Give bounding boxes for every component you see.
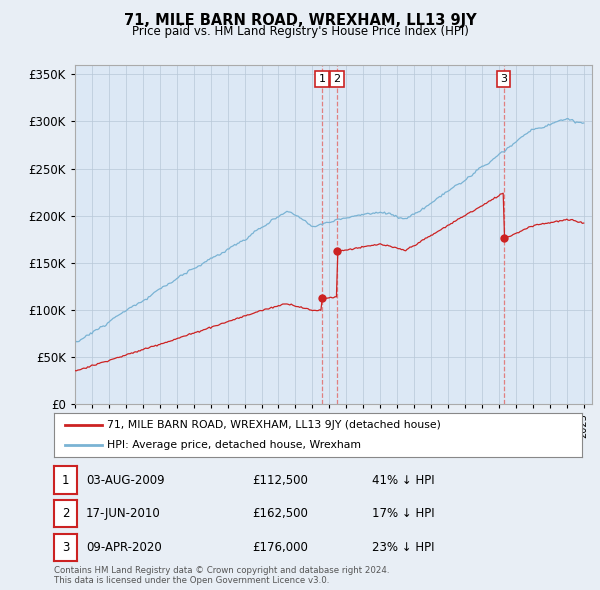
Text: 2: 2 bbox=[62, 507, 69, 520]
Text: 23% ↓ HPI: 23% ↓ HPI bbox=[372, 541, 434, 554]
Text: Price paid vs. HM Land Registry's House Price Index (HPI): Price paid vs. HM Land Registry's House … bbox=[131, 25, 469, 38]
Text: 1: 1 bbox=[319, 74, 326, 84]
Text: 03-AUG-2009: 03-AUG-2009 bbox=[86, 474, 164, 487]
Text: 17% ↓ HPI: 17% ↓ HPI bbox=[372, 507, 434, 520]
Text: £176,000: £176,000 bbox=[252, 541, 308, 554]
Text: £112,500: £112,500 bbox=[252, 474, 308, 487]
Text: 41% ↓ HPI: 41% ↓ HPI bbox=[372, 474, 434, 487]
Text: 3: 3 bbox=[62, 541, 69, 554]
Text: Contains HM Land Registry data © Crown copyright and database right 2024.
This d: Contains HM Land Registry data © Crown c… bbox=[54, 566, 389, 585]
Text: 09-APR-2020: 09-APR-2020 bbox=[86, 541, 161, 554]
Text: 3: 3 bbox=[500, 74, 507, 84]
Text: 1: 1 bbox=[62, 474, 69, 487]
Text: 71, MILE BARN ROAD, WREXHAM, LL13 9JY: 71, MILE BARN ROAD, WREXHAM, LL13 9JY bbox=[124, 13, 476, 28]
Text: £162,500: £162,500 bbox=[252, 507, 308, 520]
Text: 17-JUN-2010: 17-JUN-2010 bbox=[86, 507, 161, 520]
Text: 71, MILE BARN ROAD, WREXHAM, LL13 9JY (detached house): 71, MILE BARN ROAD, WREXHAM, LL13 9JY (d… bbox=[107, 420, 440, 430]
Text: 2: 2 bbox=[334, 74, 341, 84]
Text: HPI: Average price, detached house, Wrexham: HPI: Average price, detached house, Wrex… bbox=[107, 440, 361, 450]
